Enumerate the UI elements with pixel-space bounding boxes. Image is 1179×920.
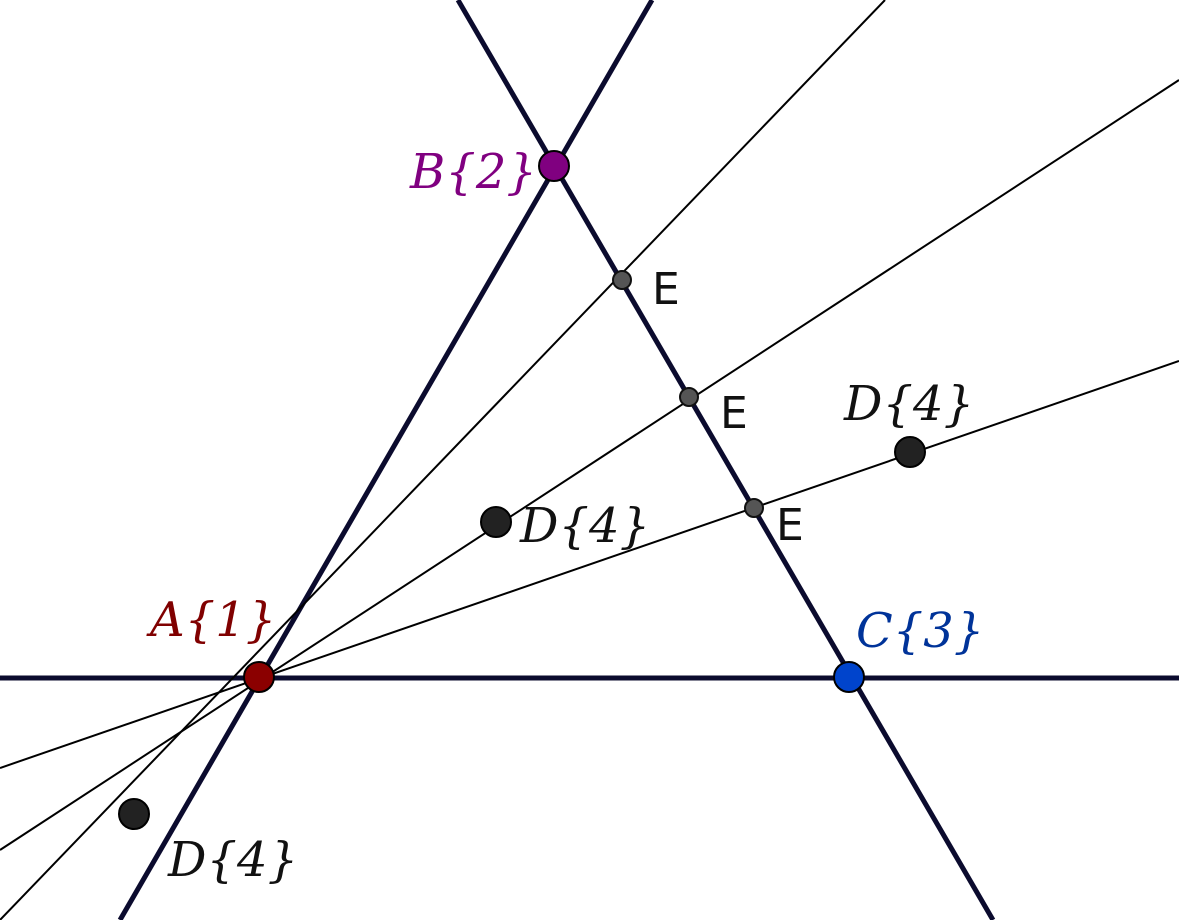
point-d1[interactable] — [118, 798, 150, 830]
point-c[interactable] — [833, 661, 865, 693]
ray-a-e1 — [0, 0, 886, 920]
ray-a-e3 — [0, 360, 1179, 769]
point-e1[interactable] — [612, 270, 632, 290]
label-c: C{3} — [856, 603, 984, 659]
ray-a-e2 — [0, 79, 1179, 851]
point-b[interactable] — [538, 150, 570, 182]
label-e3: E — [776, 500, 804, 551]
label-d1: D{4} — [167, 832, 298, 888]
point-d3[interactable] — [894, 436, 926, 468]
label-e2: E — [720, 388, 748, 439]
label-a: A{1} — [146, 592, 276, 648]
line-ab — [117, 0, 655, 920]
point-a[interactable] — [243, 661, 275, 693]
label-b: B{2} — [409, 144, 537, 200]
point-e3[interactable] — [744, 498, 764, 518]
label-d2: D{4} — [519, 498, 650, 554]
point-d2[interactable] — [480, 506, 512, 538]
point-e2[interactable] — [679, 387, 699, 407]
label-d3: D{4} — [843, 376, 974, 432]
label-e1: E — [652, 264, 680, 315]
